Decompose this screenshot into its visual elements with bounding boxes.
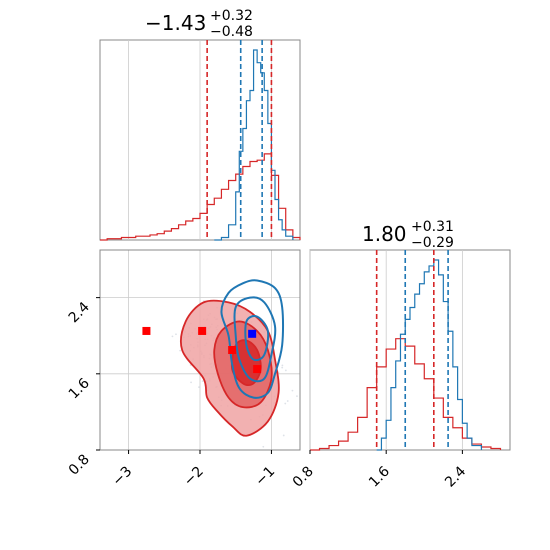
param-2-title-value: 1.80 [362, 222, 407, 246]
histogram-param-1: −1.43 +0.32 −0.48 [99, 8, 301, 241]
sample-dot [286, 400, 289, 402]
histogram-param-1-grid [128, 40, 272, 240]
x-tick-label: −3 [109, 464, 135, 490]
sample-dot [284, 369, 287, 372]
histogram-param-1-title: −1.43 +0.32 −0.48 [145, 8, 253, 40]
sample-dot [171, 335, 174, 338]
sample-dot [198, 386, 200, 389]
histogram-param-2-frame [309, 249, 511, 451]
histogram-param-2-title: 1.80 +0.31 −0.29 [362, 219, 454, 251]
marker-point-red [142, 326, 151, 335]
sample-dot [179, 349, 182, 352]
param-1-title-plus: +0.32 [210, 8, 253, 24]
x-tick-label: 2.4 [442, 463, 469, 490]
x-tick-label: −2 [181, 464, 207, 490]
joint-marker-points [142, 326, 262, 374]
joint-x-ticks: −3 −2 −1 [109, 450, 278, 489]
joint-blue-contours [220, 279, 285, 399]
y-tick-label: 2.4 [66, 299, 93, 326]
joint-red-contours [180, 299, 280, 437]
sample-dot [201, 380, 204, 383]
sample-dot [291, 389, 294, 392]
histogram-param-2-x-ticks: 0.8 1.6 2.4 [290, 450, 469, 491]
marker-point-red [253, 365, 262, 374]
sample-dot [175, 333, 177, 336]
param-2-title-minus: −0.29 [411, 235, 454, 251]
param-1-title-minus: −0.48 [210, 24, 253, 40]
contour-blue-level-2 [233, 296, 277, 383]
histogram-param-2: 1.80 +0.31 −0.29 0.8 1.6 2.4 [290, 219, 511, 491]
x-tick-label: 0.8 [290, 464, 317, 491]
x-tick-label: 1.6 [366, 463, 393, 490]
marker-point-red [198, 326, 207, 335]
sample-dot [262, 445, 265, 448]
histogram-param-1-blue-series [214, 49, 294, 241]
contour-blue-level-3 [244, 315, 270, 362]
x-tick-label: −1 [252, 464, 278, 490]
marker-point-blue [248, 329, 257, 338]
histogram-param-2-quantile-lines [375, 250, 449, 450]
contour-blue-level-1 [220, 279, 285, 399]
y-tick-label: 1.6 [66, 375, 93, 402]
sample-dot [190, 381, 192, 384]
histogram-param-1-quantile-lines [206, 40, 273, 240]
joint-y-ticks: 0.8 1.6 2.4 [66, 297, 100, 479]
y-tick-label: 0.8 [66, 452, 93, 479]
sample-dot [281, 366, 284, 369]
param-2-title-plus: +0.31 [411, 219, 454, 235]
histogram-param-2-blue-series [376, 259, 483, 451]
marker-point-red [228, 346, 237, 354]
joint-distribution: −3 −2 −1 0.8 1.6 2.4 [66, 249, 301, 489]
param-1-title-value: −1.43 [145, 11, 206, 35]
sample-dot [281, 364, 284, 367]
sample-dot [296, 395, 298, 398]
sample-dot [282, 434, 285, 437]
sample-dot [284, 402, 287, 405]
